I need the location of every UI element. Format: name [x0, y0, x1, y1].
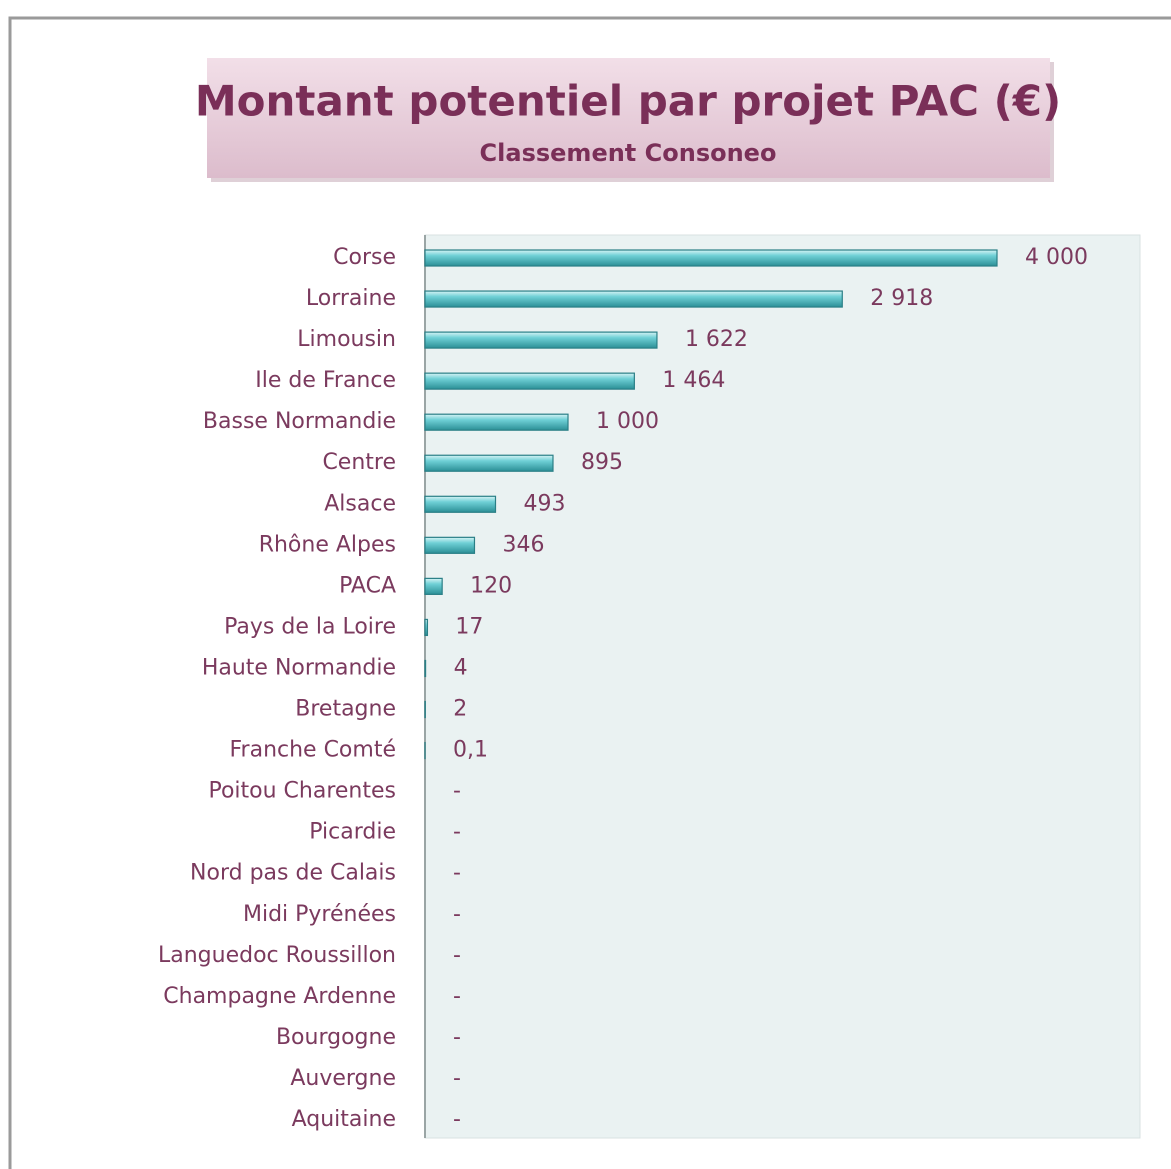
- bar: [424, 454, 554, 472]
- value-label: -: [453, 861, 461, 886]
- title-box: [207, 58, 1050, 178]
- bar: [424, 249, 998, 267]
- category-label: Limousin: [297, 327, 396, 352]
- category-label: Franche Comté: [229, 738, 396, 763]
- value-label: -: [453, 1066, 461, 1091]
- value-label: -: [453, 820, 461, 845]
- category-label: Alsace: [324, 491, 396, 516]
- value-label: 493: [523, 491, 565, 516]
- value-label: -: [453, 984, 461, 1009]
- category-label: Languedoc Roussillon: [158, 943, 396, 968]
- plot-area: [424, 234, 1141, 1139]
- value-label: -: [453, 902, 461, 927]
- value-label: 1 464: [662, 368, 725, 393]
- bar: [424, 659, 427, 678]
- value-label: -: [453, 943, 461, 968]
- bar: [424, 372, 635, 390]
- category-label: Champagne Ardenne: [163, 984, 396, 1009]
- bar: [424, 495, 497, 513]
- category-label: Haute Normandie: [202, 655, 396, 680]
- category-label: Centre: [322, 450, 396, 475]
- category-label: Basse Normandie: [203, 409, 396, 434]
- category-label: Bourgogne: [276, 1025, 396, 1050]
- value-label: 4 000: [1025, 245, 1088, 270]
- value-label: 2: [453, 697, 467, 722]
- value-label: 2 918: [870, 286, 933, 311]
- bar: [424, 290, 843, 308]
- category-label: Corse: [333, 245, 396, 270]
- value-label: 4: [454, 655, 468, 680]
- bar: [424, 536, 476, 554]
- category-label: Aquitaine: [292, 1107, 396, 1132]
- bar: [424, 413, 569, 431]
- category-label: Lorraine: [306, 286, 396, 311]
- category-label: Picardie: [309, 820, 396, 845]
- bar: [424, 331, 658, 349]
- value-label: -: [453, 1025, 461, 1050]
- value-label: 1 000: [596, 409, 659, 434]
- value-label: 895: [581, 450, 623, 475]
- value-label: -: [453, 779, 461, 804]
- value-label: 120: [470, 573, 512, 598]
- bar: [424, 577, 443, 595]
- category-label: Bretagne: [295, 697, 396, 722]
- category-label: Midi Pyrénées: [243, 902, 396, 927]
- value-label: 0,1: [453, 738, 488, 763]
- category-label: Rhône Alpes: [259, 532, 396, 557]
- value-label: 346: [502, 532, 544, 557]
- value-label: 1 622: [685, 327, 748, 352]
- chart-subtitle: Classement Consoneo: [480, 139, 777, 167]
- category-label: Ile de France: [255, 368, 396, 393]
- category-label: Pays de la Loire: [224, 614, 396, 639]
- category-label: Nord pas de Calais: [190, 861, 396, 886]
- category-label: Poitou Charentes: [208, 779, 396, 804]
- category-label: Auvergne: [290, 1066, 396, 1091]
- value-label: -: [453, 1107, 461, 1132]
- category-label: PACA: [339, 573, 396, 598]
- chart-title: Montant potentiel par projet PAC (€): [195, 77, 1061, 126]
- value-label: 17: [455, 614, 483, 639]
- bar: [424, 618, 429, 637]
